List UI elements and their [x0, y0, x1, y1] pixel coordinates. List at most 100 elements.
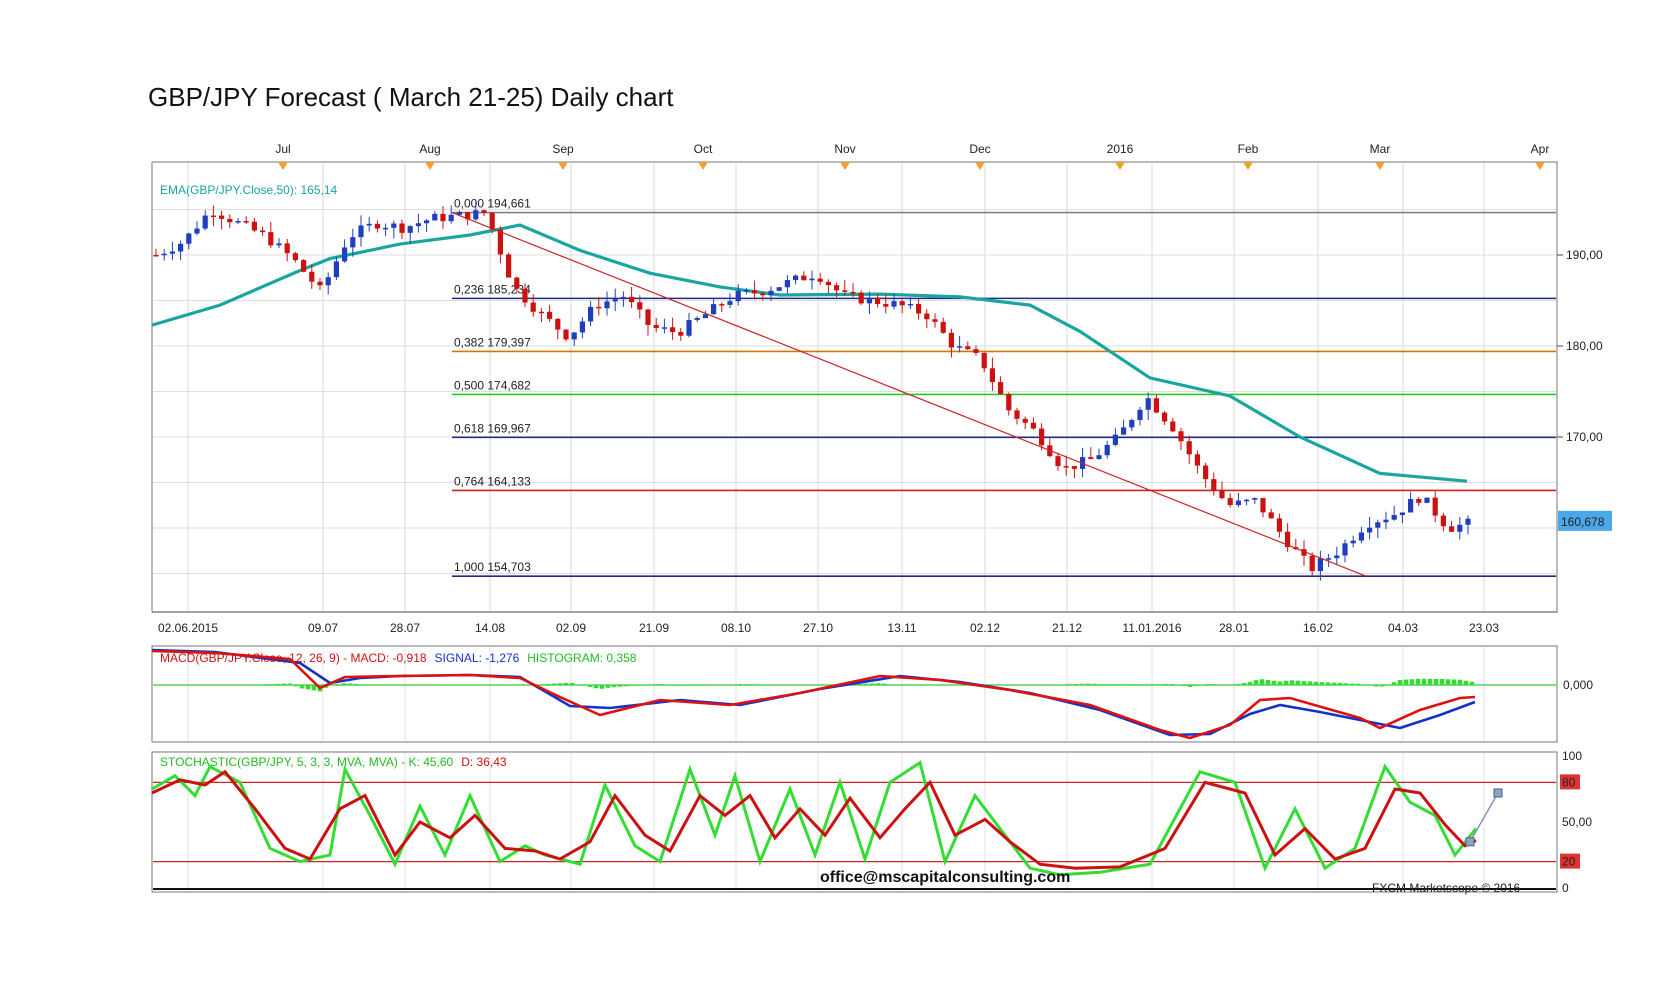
candle-body	[842, 290, 848, 292]
candle-body	[169, 251, 175, 254]
projection-handle	[1493, 788, 1503, 798]
ema-line	[151, 223, 1468, 483]
date-label: 28.07	[390, 621, 420, 635]
histogram-bar	[701, 685, 707, 686]
histogram-bar	[623, 685, 629, 687]
histogram-bar	[1181, 685, 1187, 686]
histogram-bar	[1085, 683, 1091, 685]
candle-body	[178, 243, 184, 252]
candle-body	[1071, 466, 1077, 469]
candle-body	[276, 243, 282, 246]
histogram-bar	[695, 685, 701, 686]
candle-body	[1219, 490, 1225, 499]
histogram-bar	[1097, 684, 1103, 685]
histogram-bar	[743, 684, 749, 685]
histogram-bar	[1133, 684, 1139, 685]
stoch-level-label: 0	[1562, 881, 1569, 895]
histogram-bar	[299, 685, 305, 689]
date-label: 09.07	[308, 621, 338, 635]
candle-body	[932, 319, 938, 322]
candle-body	[251, 221, 257, 231]
candle-body	[661, 327, 667, 329]
histogram-bar	[1439, 679, 1445, 685]
fib-level-label: 0,236 185,234	[454, 282, 531, 296]
candle-body	[1039, 428, 1045, 446]
candle-body	[1178, 431, 1184, 442]
candle-body	[793, 275, 799, 281]
histogram-bar	[1391, 682, 1397, 685]
histogram-bar	[359, 684, 365, 685]
histogram-bar	[551, 683, 557, 685]
histogram-bar	[347, 683, 353, 685]
candle-body	[1235, 500, 1241, 506]
candle-body	[424, 220, 430, 224]
candle-body	[768, 290, 774, 296]
fib-level-label: 0,000 194,661	[454, 197, 531, 211]
month-marker-icon	[1375, 162, 1385, 170]
candle-body	[891, 301, 897, 307]
candle-body	[465, 212, 471, 220]
watermark: office@mscapitalconsulting.com	[820, 869, 1070, 886]
fibonacci-levels: 0,000 194,661 0,236 185,234 0,382 179,397 0…	[452, 197, 1556, 578]
candle-body	[1408, 499, 1414, 513]
histogram-bar	[617, 685, 623, 687]
fib-level-label: 0,382 179,397	[454, 335, 531, 349]
month-label: 2016	[1107, 142, 1134, 156]
candle-body	[645, 309, 651, 325]
candle-body	[850, 291, 856, 294]
histogram-bar	[689, 685, 695, 686]
candle-body	[752, 290, 758, 294]
histogram-bar	[1205, 683, 1211, 685]
histogram-bar	[1451, 679, 1457, 685]
price-axis-label: 170,00	[1566, 430, 1603, 444]
month-label: Jul	[275, 142, 290, 156]
macd-line	[151, 649, 1476, 740]
candle-body	[563, 329, 569, 340]
histogram-bar	[1301, 681, 1307, 685]
trendline	[451, 212, 1367, 577]
month-marker-icon	[558, 162, 568, 170]
month-label: Apr	[1531, 142, 1550, 156]
histogram-bar	[1445, 679, 1451, 685]
stochastic-label-prefix: STOCHASTIC(GBP/JPY, 5, 3, 3, MVA, MVA) -	[160, 755, 409, 769]
candle-body	[620, 296, 626, 300]
candle-body	[292, 253, 298, 261]
candle-body	[784, 280, 790, 288]
histogram-bar	[1379, 685, 1385, 687]
macd-value-label: MACD: -0,918	[351, 651, 427, 665]
candle-body	[1268, 512, 1274, 519]
candle-body	[1449, 526, 1455, 532]
month-label: Mar	[1370, 142, 1391, 156]
candle-body	[760, 293, 766, 296]
signal-value-label: SIGNAL: -1,276	[435, 651, 520, 665]
candle-body	[629, 296, 635, 303]
histogram-bar	[1463, 680, 1469, 685]
candle-body	[342, 247, 348, 262]
date-label: 04.03	[1388, 621, 1418, 635]
macd-label-prefix: MACD(GBP/JPY.Close, 12, 26, 9) -	[160, 651, 351, 665]
candle-body	[555, 318, 561, 330]
candle-body	[473, 210, 479, 220]
candle-body	[1342, 543, 1348, 556]
histogram-bar	[1421, 678, 1427, 685]
candle-body	[989, 368, 995, 383]
histogram-bar	[1331, 682, 1337, 685]
histogram-bar	[287, 683, 293, 685]
current-price-label: 160,678	[1561, 515, 1605, 529]
histogram-bar	[305, 685, 311, 690]
histogram-bar	[629, 685, 635, 686]
candle-body	[530, 302, 536, 312]
histogram-bar	[563, 682, 569, 685]
histogram-bar	[1193, 685, 1199, 686]
candle-body	[1252, 498, 1258, 500]
candle-body	[506, 254, 512, 278]
histogram-bar	[1061, 684, 1067, 685]
stochastic-label: STOCHASTIC(GBP/JPY, 5, 3, 3, MVA, MVA) -…	[160, 755, 507, 769]
month-label: Dec	[969, 142, 990, 156]
price-axis-label: 190,00	[1566, 248, 1603, 262]
candle-body	[809, 278, 815, 281]
date-label: 11.01.2016	[1122, 621, 1181, 635]
candle-body	[456, 212, 462, 215]
month-marker-icon	[1535, 162, 1545, 170]
candle-body	[1211, 479, 1217, 491]
